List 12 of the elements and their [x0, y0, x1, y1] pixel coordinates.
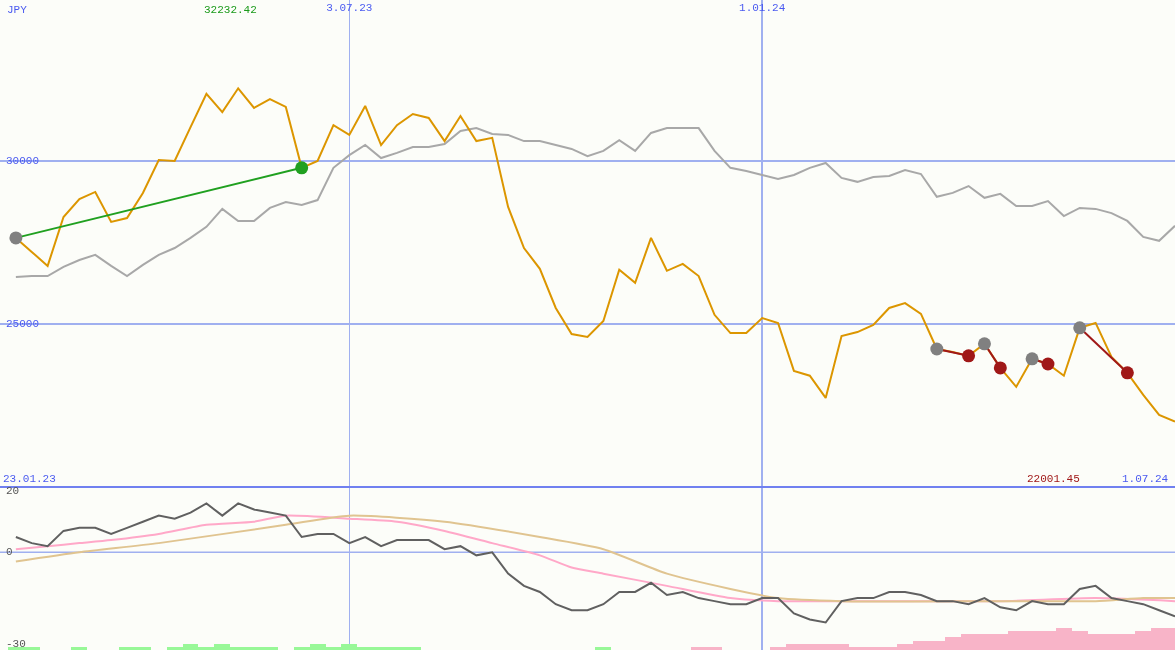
y-tick-label: 30000 [6, 155, 40, 167]
y-tick-label: 20 [6, 485, 20, 497]
x-tick-label: 1.01.24 [739, 1, 786, 14]
y-tick-label: 0 [6, 546, 13, 558]
annotation: 1.07.24 [1122, 473, 1169, 485]
y-axis-title: JPY [7, 4, 28, 16]
y-tick-label: 25000 [6, 318, 40, 330]
x-tick-label: 3.07.23 [326, 1, 373, 14]
annotation: 23.01.23 [3, 473, 56, 485]
annotation: 32232.42 [204, 4, 257, 16]
annotation: 22001.45 [1027, 473, 1080, 485]
y-tick-label: -30 [6, 638, 26, 650]
